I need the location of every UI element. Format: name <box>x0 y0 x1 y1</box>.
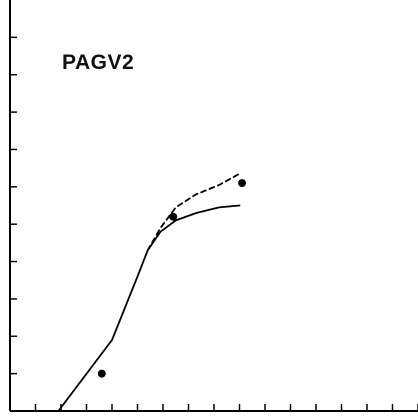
chart-title: PAGV2 <box>62 51 135 74</box>
series-line-dashed <box>146 172 241 252</box>
series-group <box>57 172 247 412</box>
data-point <box>169 212 178 221</box>
data-point <box>238 179 247 188</box>
data-point <box>97 369 106 378</box>
series-line-solid <box>57 204 241 412</box>
axes <box>9 0 418 412</box>
